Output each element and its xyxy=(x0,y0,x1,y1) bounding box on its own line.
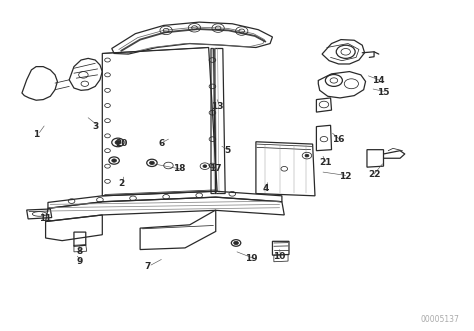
Text: 5: 5 xyxy=(224,146,231,155)
Circle shape xyxy=(305,154,309,157)
Text: 1: 1 xyxy=(33,130,39,139)
Text: 19: 19 xyxy=(245,254,257,263)
Circle shape xyxy=(112,159,117,162)
Text: 7: 7 xyxy=(144,261,150,270)
Text: 16: 16 xyxy=(332,135,345,144)
Text: 4: 4 xyxy=(262,184,269,193)
Text: 15: 15 xyxy=(377,88,390,97)
Text: 00005137: 00005137 xyxy=(420,315,459,324)
Text: 17: 17 xyxy=(210,164,222,173)
Text: 14: 14 xyxy=(373,76,385,85)
Text: 21: 21 xyxy=(319,158,332,167)
Text: 11: 11 xyxy=(39,214,52,223)
Circle shape xyxy=(203,165,207,167)
Circle shape xyxy=(234,241,238,245)
Text: 13: 13 xyxy=(211,102,223,111)
Circle shape xyxy=(150,161,155,165)
Text: 22: 22 xyxy=(368,170,380,179)
Text: 12: 12 xyxy=(339,171,352,180)
Text: 2: 2 xyxy=(118,179,124,188)
Text: 10: 10 xyxy=(273,252,286,260)
Text: 8: 8 xyxy=(77,247,83,256)
Text: 18: 18 xyxy=(173,164,186,173)
Text: 3: 3 xyxy=(92,122,98,131)
Circle shape xyxy=(115,140,121,144)
Text: 6: 6 xyxy=(158,139,164,148)
Text: 20: 20 xyxy=(115,139,128,148)
Text: 9: 9 xyxy=(77,257,83,265)
